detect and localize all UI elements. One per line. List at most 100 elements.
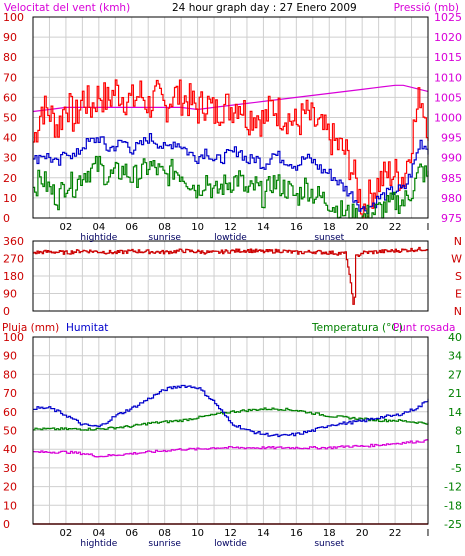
y-tick-label-left: 80: [3, 368, 17, 381]
y-tick-label-left: 50: [3, 425, 17, 438]
x-tick-label: 22: [389, 528, 402, 539]
y-tick-label-right: W: [451, 253, 462, 266]
x-tick-label: 12: [224, 528, 237, 539]
y-tick-label-right: 1000: [434, 112, 462, 125]
event-label-lowtide: lowtide: [214, 539, 247, 549]
chart-title: 24 hour graph day : 27 Enero 2009: [172, 2, 357, 14]
x-tick-label: 20: [356, 528, 369, 539]
y-tick-label-left: 90: [3, 350, 17, 363]
y-tick-label-left: 0: [3, 212, 10, 225]
y-tick-label-right: S: [455, 270, 462, 283]
x-tick-label: 06: [125, 222, 138, 233]
event-label-hightide: hightide: [80, 539, 117, 549]
plot-frame-3: [32, 336, 429, 525]
y-tick-label-right: 1020: [434, 31, 462, 44]
y-tick-label-left: 20: [3, 481, 17, 494]
x-tick-label: 10: [191, 528, 204, 539]
y-tick-label-right: 1: [455, 443, 462, 456]
y-tick-label-right: 8: [455, 425, 462, 438]
y-tick-label-left: 10: [3, 499, 17, 512]
y-tick-label-right: 1015: [434, 51, 462, 64]
x-tick-label: 06: [125, 528, 138, 539]
x-tick-label: 04: [92, 222, 105, 233]
y-tick-label-left: 30: [3, 152, 17, 165]
wind-low-line: [33, 155, 429, 219]
y-tick-label-right: -12: [444, 481, 462, 494]
y-tick-label-right: -18: [444, 499, 462, 512]
y-tick-label-left: 0: [3, 518, 10, 531]
x-tick-label: 02: [60, 528, 73, 539]
y-tick-label-right: 995: [441, 132, 462, 145]
y-tick-label-left: 60: [3, 91, 17, 104]
y-tick-label-left: 40: [3, 443, 17, 456]
y-tick-label-right: 1005: [434, 91, 462, 104]
y-tick-label-right: 985: [441, 172, 462, 185]
event-label-sunset: sunset: [314, 539, 344, 549]
temperature-axis-title: Temperatura (°C): [311, 322, 403, 334]
y-tick-label-right: 34: [448, 350, 462, 363]
y-tick-label-right: N: [454, 235, 462, 248]
x-tick-label: I: [427, 528, 430, 539]
y-tick-label-right: 990: [441, 152, 462, 165]
y-tick-label-right: E: [455, 288, 462, 301]
dewpoint-axis-title: Punt rosada: [393, 322, 455, 334]
x-tick-label: 18: [323, 222, 336, 233]
y-tick-label-right: 14: [448, 406, 462, 419]
y-tick-label-right: 27: [448, 368, 462, 381]
y-tick-label-left: 50: [3, 112, 17, 125]
y-tick-label-left: 180: [3, 270, 24, 283]
grid-layer: [33, 16, 428, 525]
rain-axis-title: Pluja (mm): [2, 322, 59, 334]
y-tick-label-left: 20: [3, 172, 17, 185]
event-label-sunrise: sunrise: [148, 233, 181, 243]
y-tick-label-left: 90: [3, 288, 17, 301]
event-label-sunset: sunset: [314, 233, 344, 243]
y-tick-label-left: 80: [3, 51, 17, 64]
wind-speed-axis-title: Velocitat del vent (kmh): [4, 2, 130, 14]
dewpoint-line: [33, 439, 429, 458]
x-tick-label: 16: [290, 222, 303, 233]
event-label-lowtide: lowtide: [214, 233, 247, 243]
x-tick-label: 22: [389, 222, 402, 233]
x-tick-label: 10: [191, 222, 204, 233]
y-tick-label-right: N: [454, 305, 462, 318]
y-tick-label-right: 980: [441, 192, 462, 205]
wind-direction-line: [33, 246, 429, 305]
y-tick-label-right: 1025: [434, 11, 462, 24]
humidity-axis-title: Humitat: [66, 322, 108, 334]
y-tick-label-left: 60: [3, 406, 17, 419]
y-tick-label-right: 21: [448, 387, 462, 400]
y-tick-label-right: 975: [441, 212, 462, 225]
y-tick-label-right: 40: [448, 331, 462, 344]
x-tick-label: 18: [323, 528, 336, 539]
y-tick-label-left: 100: [3, 331, 24, 344]
wind-average-line: [33, 133, 429, 214]
labels-layer: 0102030405060708090100975980985990995100…: [3, 11, 462, 549]
humidity-line: [33, 384, 429, 438]
x-tick-label: 14: [257, 222, 270, 233]
y-tick-label-right: -5: [451, 462, 462, 475]
x-tick-label: 12: [224, 222, 237, 233]
y-tick-label-right: -25: [444, 518, 462, 531]
y-tick-label-left: 70: [3, 71, 17, 84]
temperature-line: [33, 407, 429, 431]
x-tick-label: 08: [158, 528, 171, 539]
y-tick-label-left: 360: [3, 235, 24, 248]
x-tick-label: 02: [60, 222, 73, 233]
y-tick-label-left: 0: [3, 305, 10, 318]
plot-frame-2: [32, 240, 429, 312]
event-label-sunrise: sunrise: [148, 539, 181, 549]
y-tick-label-left: 70: [3, 387, 17, 400]
x-tick-label: 20: [356, 222, 369, 233]
y-tick-label-left: 10: [3, 192, 17, 205]
x-tick-label: 16: [290, 528, 303, 539]
plot-frame-1: [32, 16, 429, 219]
y-tick-label-left: 90: [3, 31, 17, 44]
y-tick-label-right: 1010: [434, 71, 462, 84]
x-tick-label: I: [427, 222, 430, 233]
frames-layer: [32, 16, 429, 525]
y-tick-label-left: 100: [3, 11, 24, 24]
x-tick-label: 04: [92, 528, 105, 539]
x-tick-label: 14: [257, 528, 270, 539]
